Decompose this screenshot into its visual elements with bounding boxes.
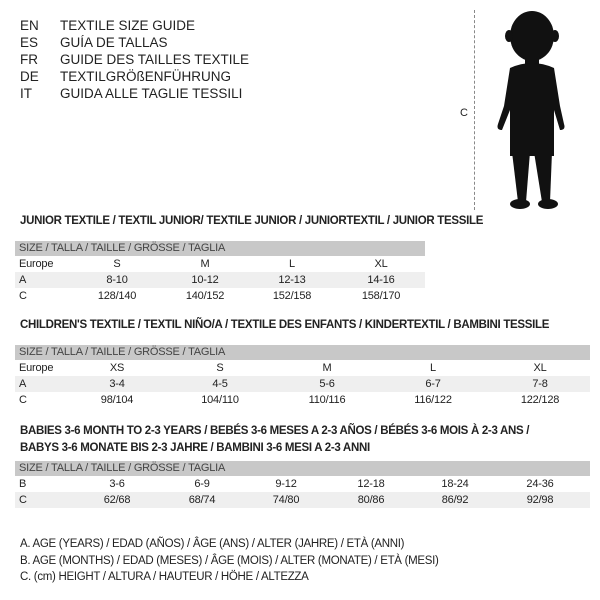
height-measure-label: C — [460, 107, 468, 119]
table-cell: XL — [533, 362, 547, 374]
row-label: A — [19, 274, 27, 286]
row-label: Europe — [19, 362, 54, 374]
language-title: GUIDA ALLE TAGLIE TESSILI — [60, 86, 243, 101]
table-cell: 128/140 — [97, 290, 137, 302]
table-cell: 158/170 — [361, 290, 401, 302]
table-cell: 6-7 — [425, 378, 441, 390]
table-cell: 4-5 — [212, 378, 228, 390]
table-cell: L — [430, 362, 436, 374]
footnote: C. (cm) HEIGHT / ALTURA / HAUTEUR / HÖHE… — [20, 571, 309, 583]
table-cell: 62/68 — [103, 494, 131, 506]
table-title-line2: BABYS 3-6 MONATE BIS 2-3 JAHRE / BAMBINI… — [20, 442, 370, 454]
table-cell: 8-10 — [106, 274, 128, 286]
language-code: DE — [20, 69, 39, 84]
size-table: SIZE / TALLA / TAILLE / GRÖSSE / TAGLIA E… — [15, 345, 590, 408]
table-cell: 74/80 — [272, 494, 300, 506]
table-title: CHILDREN'S TEXTILE / TEXTIL NIÑO/A / TEX… — [20, 319, 550, 331]
table-cell: 98/104 — [100, 394, 134, 406]
table-cell: 14-16 — [367, 274, 395, 286]
table-header: SIZE / TALLA / TAILLE / GRÖSSE / TAGLIA — [15, 461, 590, 476]
row-label: B — [19, 478, 27, 490]
row-label: C — [19, 494, 27, 506]
table-cell: S — [216, 362, 224, 374]
table-row: A 8-10 10-12 12-13 14-16 — [15, 272, 425, 288]
language-title: GUIDE DES TAILLES TEXTILE — [60, 52, 250, 67]
table-row: A 3-4 4-5 5-6 6-7 7-8 — [15, 376, 590, 392]
table-cell: XL — [374, 258, 388, 270]
table-cell: 6-9 — [194, 478, 210, 490]
table-cell: 5-6 — [319, 378, 335, 390]
table-header: SIZE / TALLA / TAILLE / GRÖSSE / TAGLIA — [15, 241, 425, 256]
table-cell: L — [289, 258, 295, 270]
height-measure-line — [474, 10, 475, 210]
size-table: SIZE / TALLA / TAILLE / GRÖSSE / TAGLIA E… — [15, 241, 425, 304]
table-cell: 104/110 — [201, 394, 239, 406]
table-cell: 80/86 — [357, 494, 385, 506]
table-cell: 68/74 — [188, 494, 216, 506]
row-label: C — [19, 394, 27, 406]
table-title: BABIES 3-6 MONTH TO 2-3 YEARS / BEBÉS 3-… — [20, 425, 530, 437]
language-code: ES — [20, 35, 39, 50]
language-title: TEXTILGRÖßENFÜHRUNG — [60, 69, 232, 84]
language-title: TEXTILE SIZE GUIDE — [60, 18, 196, 33]
table-cell: 110/116 — [308, 394, 346, 406]
table-cell: 7-8 — [532, 378, 548, 390]
row-label: Europe — [19, 258, 54, 270]
table-cell: S — [113, 258, 121, 270]
table-cell: 116/122 — [414, 394, 452, 406]
table-cell: 12-13 — [278, 274, 306, 286]
table-cell: 86/92 — [441, 494, 469, 506]
table-row: C 128/140 140/152 152/158 158/170 — [15, 288, 425, 304]
table-row: B 3-6 6-9 9-12 12-18 18-24 24-36 — [15, 476, 590, 492]
table-cell: 140/152 — [185, 290, 225, 302]
table-cell: 9-12 — [275, 478, 297, 490]
table-cell: 92/98 — [526, 494, 554, 506]
table-cell: 122/128 — [520, 394, 560, 406]
table-row: Europe S M L XL — [15, 256, 425, 272]
table-cell: 18-24 — [441, 478, 469, 490]
language-title: GUÍA DE TALLAS — [60, 35, 168, 50]
child-silhouette-icon — [497, 11, 565, 209]
table-cell: 24-36 — [526, 478, 554, 490]
table-cell: 3-4 — [109, 378, 125, 390]
language-code: FR — [20, 52, 38, 67]
table-cell: 12-18 — [357, 478, 385, 490]
table-cell: 10-12 — [191, 274, 219, 286]
size-table: SIZE / TALLA / TAILLE / GRÖSSE / TAGLIA B… — [15, 461, 590, 508]
table-cell: XS — [109, 362, 125, 374]
language-code: IT — [20, 86, 32, 101]
row-label: C — [19, 290, 27, 302]
table-title: JUNIOR TEXTILE / TEXTIL JUNIOR/ TEXTILE … — [20, 215, 484, 227]
table-row: C 62/68 68/74 74/80 80/86 86/92 92/98 — [15, 492, 590, 508]
table-row: Europe XS S M L XL — [15, 360, 590, 376]
table-cell: M — [200, 258, 210, 270]
table-header: SIZE / TALLA / TAILLE / GRÖSSE / TAGLIA — [15, 345, 590, 360]
table-cell: 152/158 — [272, 290, 312, 302]
table-cell: M — [322, 362, 332, 374]
footnote: B. AGE (MONTHS) / EDAD (MESES) / ÂGE (MO… — [20, 554, 439, 567]
table-cell: 3-6 — [109, 478, 125, 490]
language-code: EN — [20, 18, 39, 33]
table-row: C 98/104 104/110 110/116 116/122 122/128 — [15, 392, 590, 408]
footnote: A. AGE (YEARS) / EDAD (AÑOS) / ÂGE (ANS)… — [20, 538, 405, 550]
row-label: A — [19, 378, 27, 390]
